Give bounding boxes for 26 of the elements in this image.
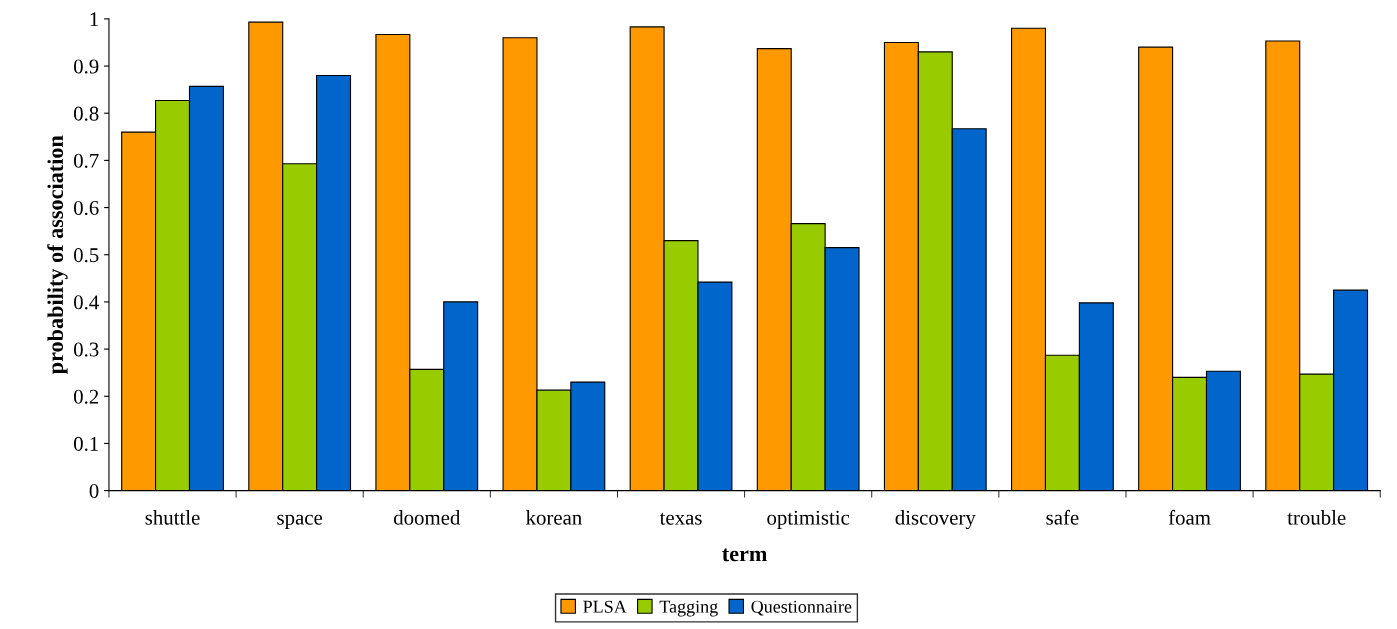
- x-tick-label: texas: [659, 512, 702, 525]
- legend-label: Tagging: [659, 600, 718, 617]
- y-tick-label: 1: [90, 12, 98, 27]
- x-tick-label: trouble: [1287, 510, 1346, 525]
- x-tick-label: optimistic: [767, 510, 850, 529]
- y-tick-label: 0: [89, 483, 99, 499]
- x-tick-label: shuttle: [145, 510, 200, 525]
- y-axis-title: probability of association: [47, 135, 68, 375]
- x-tick-label: doomed: [393, 510, 461, 525]
- x-tick-label: space: [277, 514, 323, 529]
- x-tick-label: safe: [1046, 509, 1079, 525]
- y-tick-label: 0.6: [74, 200, 99, 216]
- y-tick-label: 0.4: [74, 295, 99, 310]
- y-tick-label: 0.1: [74, 436, 98, 451]
- x-tick-label: foam: [1168, 509, 1211, 525]
- x-tick-label: korean: [525, 510, 582, 525]
- x-tick-label: discovery: [895, 510, 976, 530]
- y-tick-label: 0.9: [74, 59, 99, 74]
- y-tick-label: 0.8: [74, 106, 99, 121]
- y-tick-label: 0.7: [74, 153, 99, 168]
- y-tick-label: 0.2: [74, 389, 99, 404]
- legend-label: PLSA: [583, 600, 627, 613]
- x-axis-title: term: [722, 548, 768, 562]
- y-tick-label: 0.3: [74, 342, 99, 357]
- legend-label: Questionnaire: [751, 600, 852, 616]
- y-tick-label: 0.5: [74, 248, 99, 263]
